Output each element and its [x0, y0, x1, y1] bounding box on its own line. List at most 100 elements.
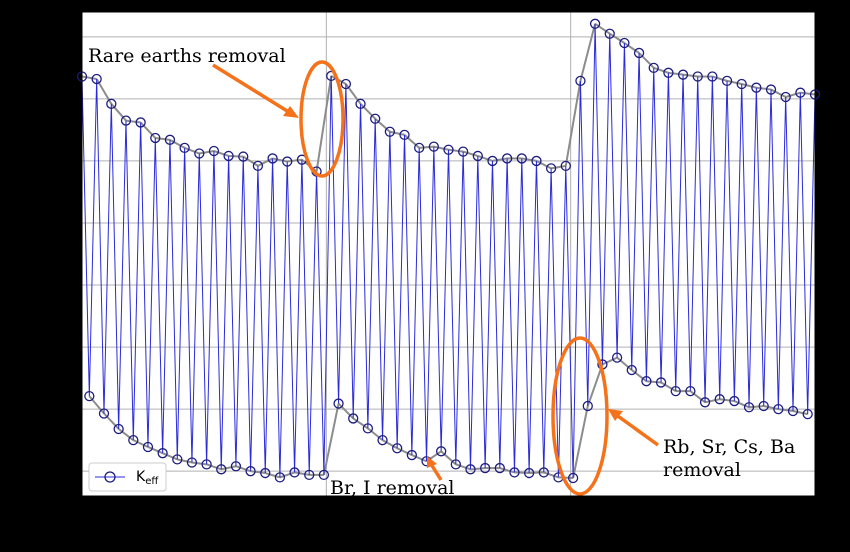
- arrow: [212, 63, 293, 116]
- marker: [567, 472, 579, 484]
- marker: [392, 443, 403, 454]
- envelope-segment: [719, 398, 735, 403]
- envelope-segment: [279, 471, 295, 479]
- envelope-segment: [550, 164, 566, 170]
- arrow-head: [283, 106, 299, 118]
- marker: [120, 115, 132, 126]
- marker: [91, 73, 102, 85]
- marker: [172, 454, 183, 465]
- envelope-segment: [382, 439, 398, 450]
- marker: [414, 142, 425, 154]
- envelope-segment: [272, 157, 288, 163]
- marker: [729, 395, 740, 407]
- envelope-segment: [411, 454, 427, 463]
- envelope-segment: [199, 150, 215, 155]
- envelope-segment: [125, 119, 141, 124]
- marker: [333, 398, 344, 409]
- envelope-segment: [733, 400, 750, 409]
- marker: [106, 98, 117, 109]
- arrow-head: [427, 456, 437, 468]
- envelope-segment: [155, 136, 171, 141]
- envelope-segment: [564, 80, 582, 167]
- marker: [611, 352, 623, 363]
- marker: [685, 385, 696, 397]
- marker: [780, 91, 791, 103]
- envelope-segment: [543, 471, 559, 479]
- annotation: removal: [663, 459, 741, 481]
- envelope-segment: [287, 158, 303, 163]
- series-line: [81, 23, 816, 479]
- marker: [399, 129, 410, 141]
- envelope-segment: [315, 75, 333, 172]
- arrow-head: [608, 409, 623, 421]
- envelope-segment: [213, 150, 229, 157]
- marker: [479, 462, 491, 474]
- marker: [186, 457, 198, 468]
- envelope-segment: [294, 471, 310, 476]
- marker: [267, 153, 278, 164]
- envelope-segment: [638, 52, 655, 69]
- envelope-segment: [264, 472, 281, 479]
- marker: [223, 150, 234, 162]
- envelope-segment: [594, 22, 611, 35]
- plot-area: [82, 12, 815, 496]
- marker: [450, 459, 461, 470]
- envelope-segment: [514, 471, 530, 475]
- marker: [216, 464, 227, 475]
- marker: [377, 435, 388, 446]
- legend-box: [88, 462, 167, 492]
- marker: [443, 144, 454, 155]
- envelope-segment: [756, 86, 772, 91]
- envelope-segment: [147, 446, 164, 455]
- marker: [655, 377, 667, 388]
- marker: [699, 397, 711, 408]
- envelope-segment: [704, 398, 720, 404]
- envelope-segment: [712, 75, 728, 82]
- marker: [340, 78, 352, 90]
- envelope-segment: [110, 103, 127, 122]
- marker: [157, 448, 168, 459]
- marker: [743, 402, 755, 413]
- envelope-segment: [352, 417, 369, 430]
- lines: [81, 23, 816, 479]
- marker: [560, 160, 571, 172]
- envelope-segment: [586, 364, 604, 407]
- envelope-segment: [389, 130, 405, 136]
- envelope-segment: [660, 381, 677, 392]
- envelope-segment: [242, 155, 259, 167]
- marker: [721, 75, 733, 87]
- marker: [348, 413, 359, 424]
- marker: [201, 459, 212, 470]
- marker: [362, 423, 374, 434]
- envelope-segment: [653, 66, 669, 74]
- marker: [465, 464, 476, 475]
- marker: [304, 469, 315, 481]
- marker: [582, 400, 593, 412]
- envelope-segment: [118, 428, 134, 441]
- envelope-segment: [748, 405, 764, 409]
- envelope-segment: [800, 91, 816, 96]
- annotation: Rare earths removal: [88, 45, 286, 67]
- envelope-segment: [359, 103, 376, 120]
- envelope-segment: [374, 117, 391, 133]
- envelope-segment: [419, 145, 434, 149]
- envelope-segment: [646, 380, 662, 384]
- marker: [84, 390, 95, 402]
- marker: [179, 142, 190, 154]
- envelope-segment: [206, 463, 222, 471]
- marker: [765, 84, 777, 95]
- marker: [531, 155, 542, 167]
- envelope-segment: [492, 157, 508, 162]
- marker: [128, 435, 139, 446]
- marker: [751, 82, 762, 93]
- marker: [670, 385, 681, 397]
- marker: [208, 145, 220, 157]
- envelope-segment: [631, 369, 648, 383]
- envelope-segment: [169, 138, 186, 149]
- marker: [648, 62, 659, 73]
- envelope-segment: [529, 471, 544, 475]
- marker: [494, 462, 505, 474]
- marker: [150, 132, 161, 144]
- marker: [370, 113, 381, 124]
- marker: [289, 467, 300, 478]
